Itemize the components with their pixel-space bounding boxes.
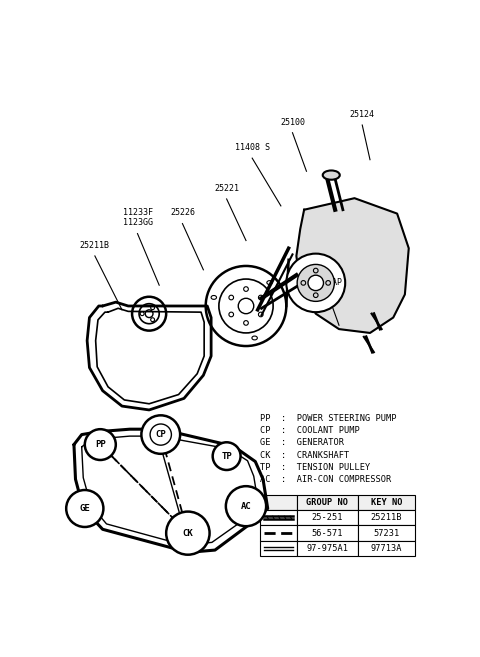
Circle shape xyxy=(213,442,240,470)
Bar xyxy=(358,526,415,541)
Circle shape xyxy=(297,264,335,302)
Text: 25211B: 25211B xyxy=(80,240,110,250)
Text: TP: TP xyxy=(221,451,232,461)
Text: 1140AP: 1140AP xyxy=(312,278,342,286)
Circle shape xyxy=(139,304,159,324)
Text: AC: AC xyxy=(240,502,252,510)
Text: 25124: 25124 xyxy=(350,110,375,119)
Circle shape xyxy=(132,297,166,330)
Polygon shape xyxy=(296,198,409,333)
Text: AC  :  AIR-CON COMPRESSOR: AC : AIR-CON COMPRESSOR xyxy=(260,476,391,484)
Bar xyxy=(358,510,415,526)
Ellipse shape xyxy=(323,170,340,180)
Bar xyxy=(297,541,358,556)
Circle shape xyxy=(66,490,103,527)
Bar xyxy=(358,541,415,556)
Text: PP: PP xyxy=(95,440,106,449)
Circle shape xyxy=(85,429,116,460)
Text: GE  :  GENERATOR: GE : GENERATOR xyxy=(260,438,344,447)
Bar xyxy=(260,526,297,541)
Text: PP  :  POWER STEERING PUMP: PP : POWER STEERING PUMP xyxy=(260,414,396,423)
Bar xyxy=(297,510,358,526)
Circle shape xyxy=(286,254,345,312)
Text: 97713A: 97713A xyxy=(371,544,402,553)
Text: 11408 S: 11408 S xyxy=(235,143,270,152)
Text: 25221: 25221 xyxy=(214,184,239,193)
Bar xyxy=(297,495,358,510)
Bar xyxy=(297,526,358,541)
Circle shape xyxy=(206,266,286,346)
Circle shape xyxy=(166,512,210,555)
Text: 25211B: 25211B xyxy=(371,513,402,522)
Text: 97-975A1: 97-975A1 xyxy=(306,544,348,553)
Text: GE: GE xyxy=(79,504,90,513)
Text: KEY NO: KEY NO xyxy=(371,498,402,507)
Text: 25-251: 25-251 xyxy=(312,513,343,522)
Text: 57231: 57231 xyxy=(373,529,399,537)
Text: CK: CK xyxy=(182,529,193,537)
Text: CK  :  CRANKSHAFT: CK : CRANKSHAFT xyxy=(260,451,349,460)
Text: CP  :  COOLANT PUMP: CP : COOLANT PUMP xyxy=(260,426,360,435)
Circle shape xyxy=(150,424,171,445)
Text: CP: CP xyxy=(156,430,166,439)
Bar xyxy=(358,495,415,510)
Text: 25226: 25226 xyxy=(170,208,195,217)
Text: GROUP NO: GROUP NO xyxy=(306,498,348,507)
Bar xyxy=(260,510,297,526)
Circle shape xyxy=(226,486,266,526)
Bar xyxy=(260,495,297,510)
Bar xyxy=(260,541,297,556)
Circle shape xyxy=(219,279,273,333)
Text: 25100: 25100 xyxy=(280,118,305,127)
Circle shape xyxy=(308,275,324,290)
Text: 11233F
1123GG: 11233F 1123GG xyxy=(122,208,153,227)
Text: TP  :  TENSION PULLEY: TP : TENSION PULLEY xyxy=(260,463,370,472)
Circle shape xyxy=(142,415,180,454)
Text: 56-571: 56-571 xyxy=(312,529,343,537)
